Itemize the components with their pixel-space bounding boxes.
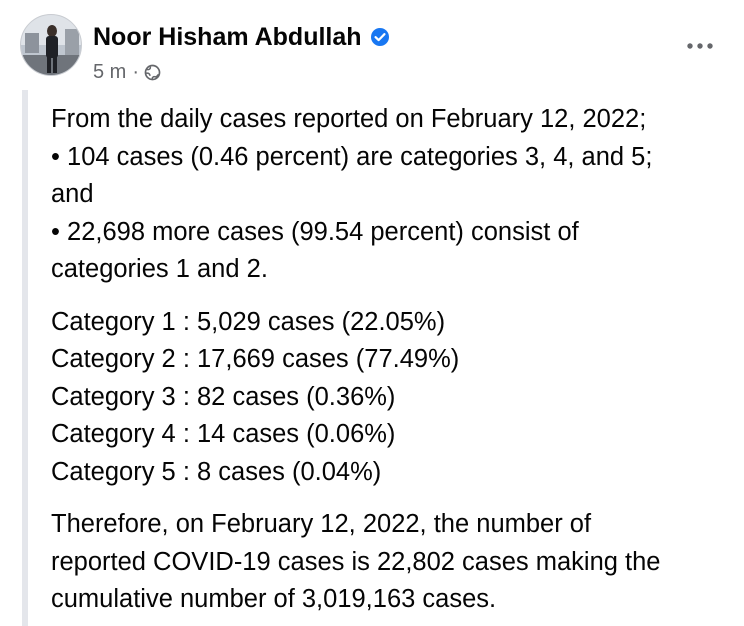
text-line: cumulative number of 3,019,163 cases.: [51, 585, 497, 613]
text-line: • 104 cases (0.46 percent) are categorie…: [51, 142, 653, 171]
avatar[interactable]: [20, 14, 82, 76]
post-body: From the daily cases reported on Februar…: [51, 101, 731, 619]
text-line: categories 1 and 2.: [51, 255, 268, 283]
text-line: From the daily cases reported on Februar…: [51, 105, 647, 133]
author-row: Noor Hisham Abdullah: [93, 20, 390, 54]
meta-separator: ·: [132, 60, 140, 83]
category-line: Category 1 : 5,029 cases (22.05%): [51, 307, 446, 336]
text-line: and: [51, 180, 94, 208]
more-options-button[interactable]: [680, 34, 720, 58]
post-header: Noor Hisham Abdullah 5 m ·: [20, 14, 724, 84]
author-name[interactable]: Noor Hisham Abdullah: [93, 22, 362, 51]
category-line: Category 2 : 17,669 cases (77.49%): [51, 345, 460, 373]
post-timestamp[interactable]: 5 m: [93, 60, 127, 83]
category-line: Category 3 : 82 cases (0.36%): [51, 382, 396, 411]
categories-paragraph: Category 1 : 5,029 cases (22.05%) Catego…: [51, 304, 731, 492]
text-line: Therefore, on February 12, 2022, the num…: [51, 510, 592, 538]
post-meta: 5 m ·: [93, 60, 161, 84]
verified-badge-icon: [370, 27, 390, 47]
text-line: reported COVID-19 cases is 22,802 cases …: [51, 547, 661, 576]
globe-icon[interactable]: [144, 64, 161, 81]
more-options-icon: [687, 43, 713, 49]
text-line: • 22,698 more cases (99.54 percent) cons…: [51, 217, 579, 246]
quote-bar: [22, 90, 28, 626]
avatar-photo-icon: [21, 15, 81, 75]
category-line: Category 4 : 14 cases (0.06%): [51, 420, 396, 448]
conclusion-paragraph: Therefore, on February 12, 2022, the num…: [51, 506, 731, 619]
intro-paragraph: From the daily cases reported on Februar…: [51, 101, 731, 289]
category-line: Category 5 : 8 cases (0.04%): [51, 457, 382, 486]
